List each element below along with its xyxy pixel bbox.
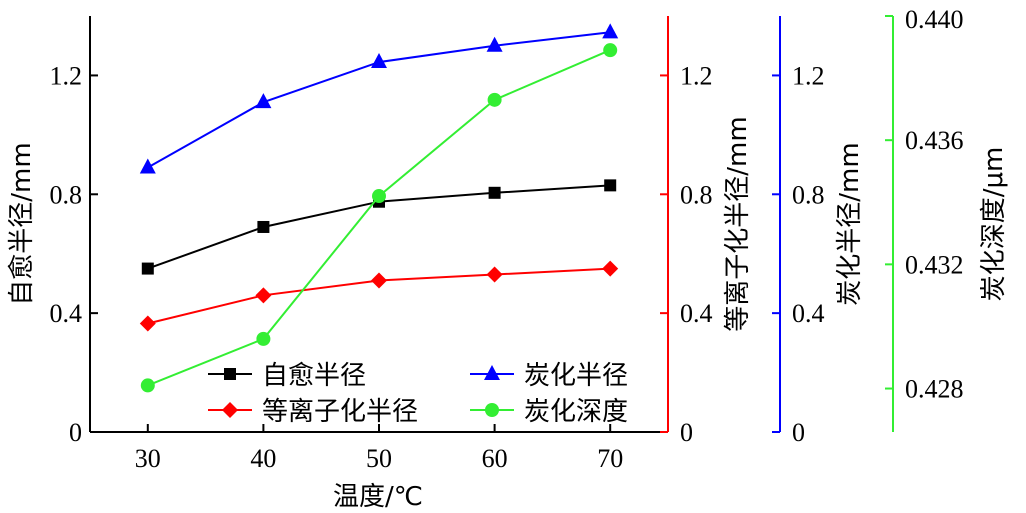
data-point bbox=[486, 36, 503, 52]
data-point bbox=[486, 266, 503, 283]
y3-tick-label: 0.8 bbox=[792, 180, 825, 209]
y1-tick-label: 0.8 bbox=[50, 180, 83, 209]
y4-tick-label: 0.428 bbox=[905, 375, 964, 404]
x-tick-label: 70 bbox=[597, 444, 623, 473]
legend-item: 自愈半径 bbox=[208, 361, 366, 391]
data-point bbox=[602, 23, 619, 39]
y2-tick-label: 1.2 bbox=[680, 61, 713, 90]
y4-axis-title: 炭化深度/μm bbox=[979, 147, 1009, 302]
x-axis-title: 温度/℃ bbox=[333, 482, 423, 512]
y1-tick-label: 1.2 bbox=[50, 61, 83, 90]
series-4 bbox=[140, 43, 618, 393]
data-point bbox=[488, 186, 501, 199]
y3-tick-label: 0.4 bbox=[792, 299, 825, 328]
data-point bbox=[255, 287, 272, 304]
data-point bbox=[371, 272, 387, 289]
legend-marker bbox=[484, 365, 500, 380]
x-tick-label: 50 bbox=[366, 444, 392, 473]
y4-tick-label: 0.432 bbox=[905, 250, 964, 279]
legend-label: 等离子化半径 bbox=[262, 397, 418, 427]
series-line bbox=[147, 49, 611, 387]
x-tick-label: 30 bbox=[135, 444, 161, 473]
data-point bbox=[255, 93, 272, 109]
y2-tick-label: 0.8 bbox=[680, 180, 713, 209]
series-2 bbox=[139, 260, 619, 332]
y2-axis-title: 等离子化半径/mm bbox=[723, 116, 753, 331]
legend-marker bbox=[485, 403, 499, 417]
y1-axis-title: 自愈半径/mm bbox=[7, 142, 37, 305]
y3-axis-title: 炭化半径/mm bbox=[835, 142, 865, 305]
y4-tick-label: 0.436 bbox=[905, 126, 964, 155]
data-point bbox=[602, 260, 619, 277]
legend-label: 自愈半径 bbox=[262, 361, 366, 391]
legend-item: 炭化深度 bbox=[470, 397, 628, 427]
series-layer bbox=[139, 23, 619, 393]
legend-item: 炭化半径 bbox=[470, 361, 628, 391]
legend-item: 等离子化半径 bbox=[208, 397, 418, 427]
y1-tick-label: 0 bbox=[69, 418, 82, 447]
legend-marker bbox=[224, 368, 236, 380]
y3-tick-label: 1.2 bbox=[792, 61, 825, 90]
y3-tick-label: 0 bbox=[792, 418, 805, 447]
data-point bbox=[256, 331, 271, 346]
data-point bbox=[139, 315, 156, 332]
x-tick-label: 40 bbox=[250, 444, 276, 473]
y2-tick-label: 0.4 bbox=[680, 299, 713, 328]
y2-tick-label: 0 bbox=[680, 418, 693, 447]
data-point bbox=[141, 262, 154, 275]
legend-label: 炭化半径 bbox=[524, 361, 628, 391]
data-point bbox=[139, 158, 156, 174]
legend-marker bbox=[222, 402, 238, 418]
x-tick-label: 60 bbox=[482, 444, 508, 473]
y1-tick-label: 0.4 bbox=[50, 299, 83, 328]
series-3 bbox=[139, 23, 619, 174]
series-line bbox=[147, 31, 611, 169]
data-point bbox=[487, 92, 502, 107]
data-point bbox=[603, 43, 618, 58]
y4-tick-label: 0.440 bbox=[905, 5, 964, 34]
data-point bbox=[371, 53, 387, 69]
axes-layer: 30 40 50 60 70 0 0.4 0.8 1.2 自愈半径/mm 0 0.4 0.8 1.2 等离子… bbox=[7, 5, 1009, 473]
data-point bbox=[372, 189, 386, 204]
data-point bbox=[604, 179, 617, 192]
data-point bbox=[257, 220, 270, 233]
data-point bbox=[140, 378, 155, 393]
legend-label: 炭化深度 bbox=[524, 397, 628, 427]
